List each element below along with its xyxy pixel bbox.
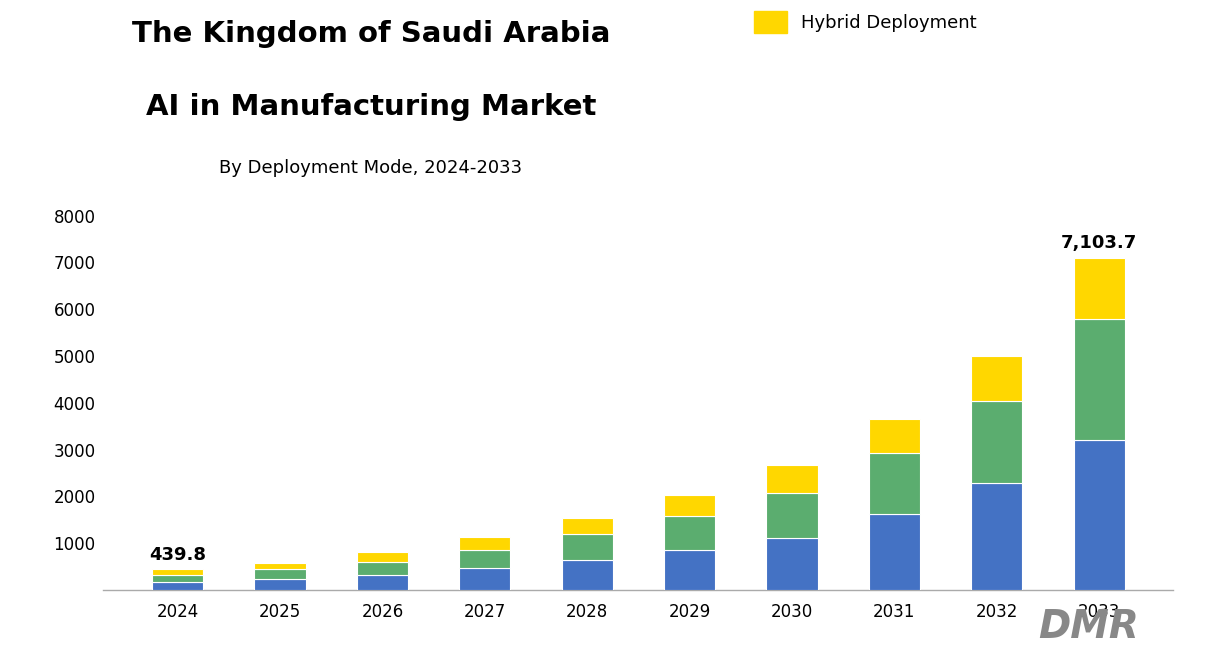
Bar [868,453,921,514]
Bar [356,552,409,562]
Bar [254,570,305,579]
Bar [1074,258,1125,319]
Bar [562,534,613,560]
Bar [664,550,715,590]
Bar [460,538,511,550]
Bar [562,518,613,534]
Text: 7,103.7: 7,103.7 [1062,234,1137,252]
Bar [152,570,203,575]
Bar [766,493,817,538]
Bar [664,516,715,550]
Bar [1074,440,1125,590]
Bar [356,562,409,575]
Bar [664,495,715,516]
Bar [766,538,817,590]
Bar [460,550,511,568]
Bar [152,575,203,582]
Text: AI in Manufacturing Market: AI in Manufacturing Market [146,93,596,121]
Bar [254,579,305,590]
Bar [562,560,613,590]
Text: The Kingdom of Saudi Arabia: The Kingdom of Saudi Arabia [131,20,610,48]
Bar [766,465,817,493]
Bar [356,575,409,590]
Bar [972,356,1023,401]
Bar [254,564,305,570]
Bar [460,568,511,590]
Bar [152,582,203,590]
Bar [868,419,921,453]
Text: DMR: DMR [1038,607,1138,646]
Text: By Deployment Mode, 2024-2033: By Deployment Mode, 2024-2033 [219,159,523,177]
Text: 439.8: 439.8 [148,546,206,564]
Bar [972,483,1023,590]
Bar [1074,319,1125,440]
Bar [868,514,921,590]
Bar [972,401,1023,483]
Legend: Cloud-Based, On-Premises, Hybrid Deployment: Cloud-Based, On-Premises, Hybrid Deploym… [754,0,976,33]
